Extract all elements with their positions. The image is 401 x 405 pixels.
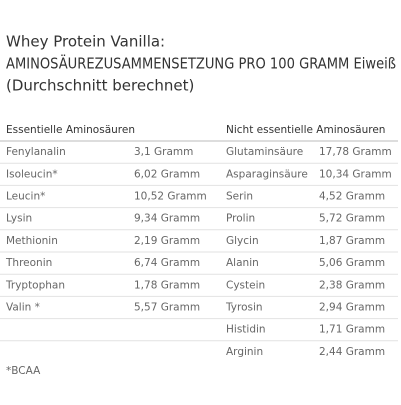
left-heading: Essentielle Aminosäuren [6, 124, 135, 136]
amount: 2,19 Gramm [134, 235, 200, 247]
amino-acid: Serin [226, 191, 253, 203]
amount: 4,52 Gramm [319, 191, 385, 203]
subtitle: AMINOSÄUREZUSAMMENSETZUNG PRO 100 GRAMM … [6, 54, 396, 73]
amino-acid: Histidin [226, 324, 266, 336]
amino-acid: Arginin [226, 346, 263, 358]
amino-acid: Asparaginsäure [226, 168, 308, 180]
footnote: *BCAA [6, 365, 41, 377]
amino-acid: Cystein [226, 279, 265, 291]
amino-acid: Leucin* [6, 191, 45, 203]
amount: 10,52 Gramm [134, 191, 207, 203]
amino-acid: Alanin [226, 257, 259, 269]
amount: 3,1 Gramm [134, 146, 193, 158]
right-heading: Nicht essentielle Aminosäuren [226, 124, 385, 136]
amino-acid: Isoleucin* [6, 168, 58, 180]
amino-acid: Methionin [6, 235, 58, 247]
amount: 1,87 Gramm [319, 235, 385, 247]
amount: 1,78 Gramm [134, 279, 200, 291]
amount: 6,74 Gramm [134, 257, 200, 269]
amino-acid: Glycin [226, 235, 259, 247]
amount: 5,06 Gramm [319, 257, 385, 269]
amount: 9,34 Gramm [134, 213, 200, 225]
amount: 2,38 Gramm [319, 279, 385, 291]
amino-acid: Tryptophan [5, 279, 65, 291]
amount: 5,72 Gramm [319, 213, 385, 225]
amino-acid: Threonin [5, 257, 52, 269]
amino-acid: Lysin [6, 213, 32, 225]
amino-acid: Valin * [6, 302, 40, 314]
amount: 10,34 Gramm [319, 168, 392, 180]
amino-acid: Fenylanalin [6, 146, 66, 158]
amount: 17,78 Gramm [319, 146, 392, 158]
amount: 2,44 Gramm [319, 346, 385, 358]
amount: 1,71 Gramm [319, 324, 385, 336]
amino-acid: Tyrosin [225, 302, 263, 314]
amino-acid: Glutaminsäure [226, 146, 303, 158]
amount: 2,94 Gramm [319, 302, 385, 314]
amino-acid: Prolin [226, 213, 255, 225]
amount: 5,57 Gramm [134, 302, 200, 314]
note: (Durchschnitt berechnet) [6, 77, 194, 95]
title: Whey Protein Vanilla: [6, 33, 165, 51]
amount: 6,02 Gramm [134, 168, 200, 180]
